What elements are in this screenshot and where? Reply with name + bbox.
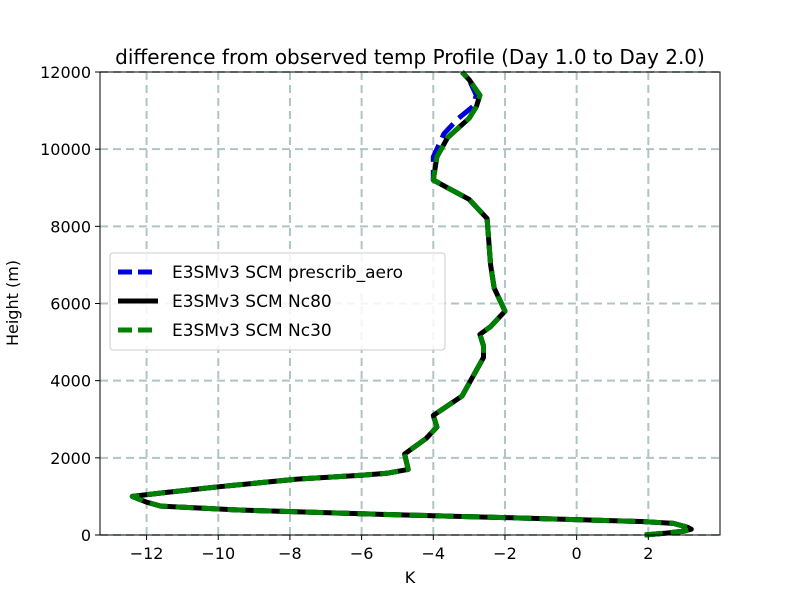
x-tick-label: −12: [130, 544, 164, 563]
x-tick-label: −4: [421, 544, 445, 563]
x-tick-label: −2: [493, 544, 517, 563]
legend-box: [109, 252, 446, 351]
legend-label-2: E3SMv3 SCM Nc80: [172, 292, 332, 312]
x-tick-label: −10: [201, 544, 235, 563]
y-tick-label: 10000: [40, 140, 91, 159]
x-tick-label: −8: [278, 544, 302, 563]
legend-label-1: E3SMv3 SCM prescrib_aero: [172, 263, 403, 283]
y-tick-label: 12000: [40, 63, 91, 82]
y-tick-label: 2000: [50, 449, 91, 468]
y-tick-label: 4000: [50, 372, 91, 391]
legend-label-3: E3SMv3 SCM Nc30: [172, 321, 332, 341]
chart-title: difference from observed temp Profile (D…: [115, 45, 705, 69]
y-tick-label: 0: [81, 526, 91, 545]
y-axis-label: Height (m): [3, 260, 22, 346]
x-axis-label: K: [405, 568, 416, 587]
legend: E3SMv3 SCM prescrib_aero E3SMv3 SCM Nc80 E…: [109, 252, 446, 351]
series-line-3: [129, 70, 694, 538]
x-tick-label: −6: [350, 544, 374, 563]
tick-layer: −12 −10 −8 −6 −4 −2 0 2 0 2000 4000 6000 8000 10000 12…: [40, 63, 653, 563]
series-layer: [129, 70, 694, 538]
y-tick-label: 8000: [50, 217, 91, 236]
x-tick-label: 2: [643, 544, 653, 563]
x-tick-label: 0: [572, 544, 582, 563]
y-tick-label: 6000: [50, 295, 91, 314]
